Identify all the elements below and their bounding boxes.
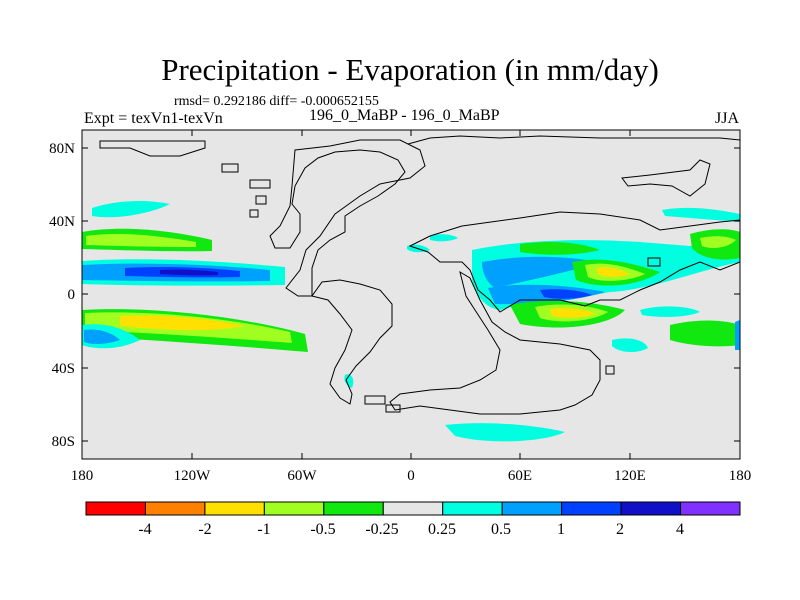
coastline-east-asia — [621, 159, 711, 197]
contour-fill — [86, 233, 196, 247]
colorbar-level-label: 4 — [676, 521, 684, 538]
map-background — [82, 130, 740, 459]
colorbar-box — [204, 501, 265, 516]
colorbar-box — [680, 501, 741, 516]
lon-label: 120W — [174, 468, 212, 484]
coastline-island — [605, 365, 615, 375]
contour-fill — [735, 320, 740, 350]
colorbar-labels: -4 -2 -1 -0.5 -0.25 0.25 0.5 1 2 4 — [138, 521, 684, 538]
lon-label: 0 — [407, 468, 415, 484]
contour-fill — [670, 320, 740, 347]
contour-fill — [612, 338, 648, 353]
colorbar-box — [561, 501, 622, 516]
coastline-falklands — [364, 395, 386, 405]
colorbar-box — [144, 501, 206, 516]
colorbar-level-label: 0.5 — [491, 521, 511, 538]
contour-fill — [344, 374, 354, 388]
rmsd-diff-stats: rmsd= 0.292186 diff= -0.000652155 — [174, 94, 379, 109]
lat-labels: 80N 40N 0 40S 80S — [49, 141, 75, 450]
lat-label: 80S — [52, 434, 75, 450]
coastline-americas — [269, 139, 426, 297]
coastline-island — [255, 195, 267, 205]
contour-fill — [160, 269, 218, 276]
contour-fill — [120, 315, 245, 331]
season-label: JJA — [715, 110, 740, 127]
lon-labels: 180 120W 60W 0 60E 120E 180 — [71, 468, 752, 484]
lon-label: 120E — [614, 468, 646, 484]
contour-fill — [596, 267, 630, 277]
contour-fill — [92, 201, 170, 218]
colorbar-level-label: -4 — [138, 521, 151, 538]
colorbar-level-label: 2 — [616, 521, 624, 538]
lon-label: 60E — [508, 468, 532, 484]
colorbar-box — [382, 501, 444, 516]
colorbar — [85, 501, 741, 516]
case-label: 196_0_MaBP - 196_0_MaBP — [309, 107, 500, 124]
coastline-africa-south — [389, 270, 601, 415]
colorbar-box — [263, 501, 325, 516]
contour-fill — [700, 236, 736, 248]
lon-label: 60W — [287, 468, 317, 484]
coastline-south-america — [311, 279, 393, 405]
coastline-alaska — [99, 140, 206, 157]
colorbar-box — [501, 501, 563, 516]
pe-contour-fills — [82, 201, 740, 442]
contour-fill — [520, 242, 600, 255]
axis-ticks — [81, 130, 741, 459]
colorbar-level-label: -1 — [257, 521, 270, 538]
colorbar-box — [620, 501, 682, 516]
plot-title: Precipitation - Evaporation (in mm/day) — [161, 52, 659, 87]
coastline-island — [249, 179, 271, 189]
lat-label: 80N — [49, 141, 75, 157]
colorbar-level-label: -0.25 — [365, 521, 398, 538]
contour-fill — [482, 256, 600, 288]
contour-fill — [445, 423, 565, 442]
colorbar-level-label: 0.25 — [428, 521, 456, 538]
contour-fill — [640, 306, 700, 317]
experiment-label: Expt = texVn1-texVn — [84, 110, 223, 127]
lon-label: 180 — [729, 468, 752, 484]
lat-label: 40N — [49, 214, 75, 230]
coastlines — [99, 135, 741, 415]
contour-fill — [430, 234, 458, 242]
colorbar-level-label: -0.5 — [310, 521, 335, 538]
colorbar-box — [442, 501, 503, 516]
contour-fill — [540, 289, 592, 299]
colorbar-box — [323, 501, 384, 516]
coastline-island — [385, 404, 401, 413]
contour-fill — [84, 329, 120, 345]
coastline-island — [221, 163, 239, 173]
contour-fill — [662, 207, 740, 222]
coastline-eurasia-africa — [408, 211, 741, 313]
coastline-arctic — [407, 135, 741, 145]
lat-label: 0 — [68, 287, 76, 303]
colorbar-box — [85, 501, 146, 516]
lat-label: 40S — [52, 361, 75, 377]
colorbar-level-label: 1 — [557, 521, 565, 538]
colorbar-level-label: -2 — [198, 521, 211, 538]
coastline-island — [647, 257, 661, 267]
coastline-island — [249, 209, 259, 218]
lon-label: 180 — [71, 468, 94, 484]
contour-fill — [550, 308, 596, 318]
